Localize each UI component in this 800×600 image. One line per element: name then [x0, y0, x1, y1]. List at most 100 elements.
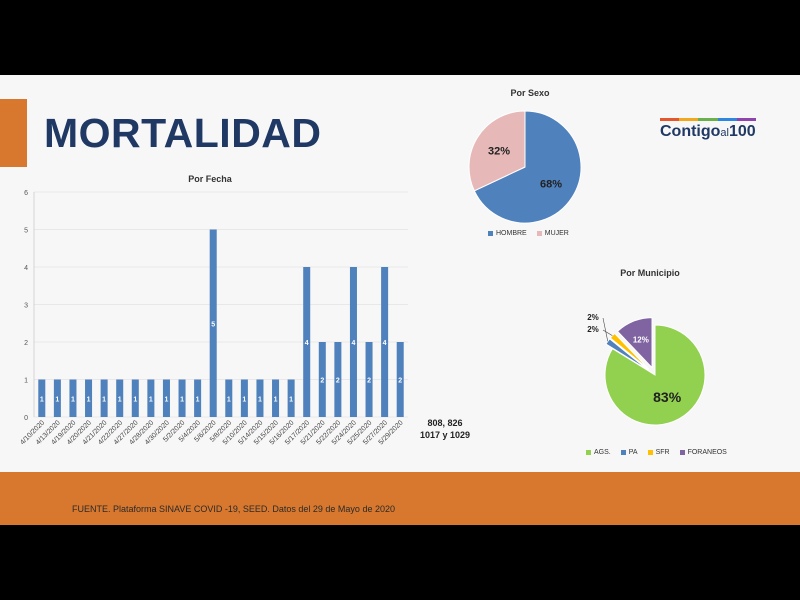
bar-data-label: 1	[258, 396, 262, 403]
municipio-pie-chart: 83% 12% 2% 2%	[587, 313, 706, 426]
legend-label: HOMBRE	[496, 230, 527, 237]
sexo-legend: HOMBRE MUJER	[488, 230, 569, 237]
accent-bar	[0, 99, 27, 167]
legend-swatch	[620, 450, 626, 455]
slide: MORTALIDAD Contigoal100 Por Fecha 0 1 2 3 4 5…	[0, 75, 800, 525]
pie-slice-pa	[605, 338, 649, 371]
y-tick-label: 0	[24, 415, 28, 422]
pie-value-label: 2%	[587, 313, 599, 322]
bar-data-label: 5	[211, 321, 215, 328]
bar	[178, 379, 186, 417]
legend-label: FORANEOS	[687, 449, 727, 456]
sexo-chart-title: Por Sexo	[510, 88, 550, 98]
y-tick-label: 6	[24, 190, 28, 197]
logo-num: 100	[728, 123, 756, 140]
legend-label: SFR	[655, 449, 670, 456]
logo-mid: al	[720, 127, 729, 139]
bar-data-label: 1	[40, 396, 44, 403]
bar-data-label: 4	[383, 340, 387, 347]
legend-item: MUJER	[536, 230, 569, 237]
legend-label: AGS.	[594, 449, 611, 456]
logo-stripe-segment	[717, 118, 737, 121]
footer-source: FUENTE. Plataforma SINAVE COVID -19, SEE…	[72, 504, 395, 514]
bar-data-label: 1	[118, 396, 122, 403]
y-tick-label: 4	[24, 265, 28, 272]
legend-swatch	[647, 450, 653, 455]
logo-text: Contigoal100	[660, 123, 760, 141]
bar-data-label: 1	[227, 396, 231, 403]
bar	[272, 379, 280, 417]
bar	[38, 379, 46, 417]
bar-data-label: 2	[320, 378, 324, 385]
sexo-pie-chart: 68% 32%	[468, 110, 582, 224]
bar-data-label: 1	[165, 396, 169, 403]
bar	[318, 342, 326, 417]
logo-stripe-segment	[698, 118, 718, 121]
bar-data-label: 1	[71, 396, 75, 403]
legend-swatch	[488, 231, 493, 236]
bar	[162, 379, 170, 417]
bar-data-label: 1	[55, 396, 59, 403]
pie-value-label: 2%	[587, 325, 599, 334]
pie-slice-hombre	[473, 110, 582, 224]
footer-bar: FUENTE. Plataforma SINAVE COVID -19, SEE…	[0, 472, 800, 525]
logo-stripe-segment	[736, 118, 757, 121]
y-tick-label: 3	[24, 303, 28, 310]
bar	[365, 342, 373, 417]
bar-data-label: 1	[149, 396, 153, 403]
bar-data-label: 1	[133, 396, 137, 403]
pie-slice-mujer	[468, 110, 526, 192]
pie-value-label: 32%	[488, 145, 510, 157]
bar	[303, 267, 311, 417]
bar	[256, 379, 264, 417]
logo: Contigoal100	[660, 118, 760, 148]
bar	[116, 379, 124, 417]
legend-item: FORANEOS	[679, 449, 727, 456]
bar-data-label: 1	[242, 396, 246, 403]
legend-swatch	[536, 231, 542, 236]
bar-data-label: 1	[87, 396, 91, 403]
leader-line	[602, 317, 609, 342]
page-title: MORTALIDAD	[44, 110, 322, 156]
note-line-1: 808, 826	[427, 418, 463, 428]
pie-value-label: 83%	[653, 389, 682, 405]
bar-data-label: 1	[102, 396, 106, 403]
bar	[381, 267, 389, 417]
pie-value-label: 12%	[633, 336, 649, 345]
bar	[194, 379, 202, 417]
bar	[240, 379, 248, 417]
legend-item: PA	[620, 449, 638, 456]
leader-line	[602, 329, 613, 336]
bar	[69, 379, 77, 417]
y-tick-label: 5	[24, 228, 28, 235]
legend-swatch	[679, 450, 685, 455]
bar	[334, 342, 342, 417]
bar	[147, 379, 155, 417]
y-tick-label: 2	[24, 340, 28, 347]
logo-stripe	[660, 118, 757, 121]
bar-data-label: 2	[336, 378, 340, 385]
legend-item: AGS.	[586, 449, 611, 456]
y-tick-label: 1	[24, 378, 28, 385]
logo-stripe-segment	[660, 118, 680, 121]
bar-chart-title: Por Fecha	[188, 174, 232, 184]
legend-label: PA	[628, 449, 638, 456]
legend-item: SFR	[647, 449, 670, 456]
bar	[396, 342, 404, 417]
municipio-legend: AGS. PA SFR FORANEOS	[586, 449, 727, 456]
bar	[287, 379, 295, 417]
bar	[85, 379, 93, 417]
reference-note: 808, 826 1017 y 1029	[410, 417, 480, 441]
bar-chart: 012345614/10/202014/13/202014/19/202014/…	[19, 190, 408, 446]
bar-data-label: 1	[274, 396, 278, 403]
logo-main: Contigo	[660, 123, 721, 140]
bar	[100, 379, 108, 417]
pie-value-label: 68%	[540, 179, 562, 191]
bar	[53, 379, 61, 417]
bar	[225, 379, 233, 417]
pie-slice-foraneos	[616, 317, 653, 369]
bar-data-label: 2	[367, 378, 371, 385]
municipio-chart-title: Por Municipio	[620, 268, 680, 278]
pie-slice-ags	[604, 324, 706, 426]
bar-data-label: 4	[305, 340, 309, 347]
